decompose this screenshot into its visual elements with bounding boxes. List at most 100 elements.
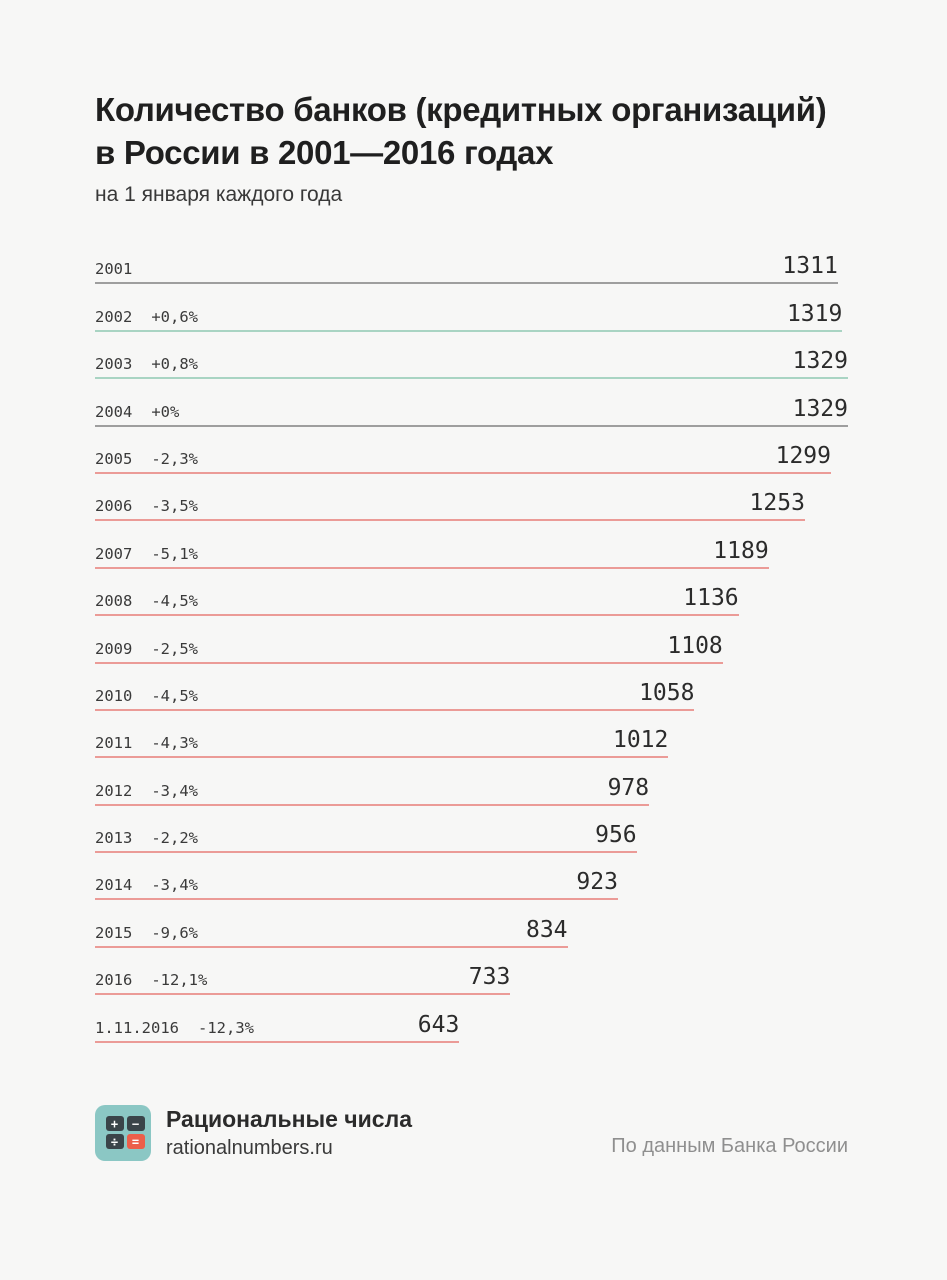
row-labels: 2016 -12,1% [95,971,207,989]
chart-row: 1.11.2016 -12,3% 643 [95,1003,848,1050]
row-year: 2009 [95,639,133,658]
row-year: 2014 [95,876,133,895]
row-change: -3,4% [151,781,198,800]
row-year: 2016 [95,971,133,990]
row-year: 2001 [95,260,133,279]
row-change: +0,6% [151,307,198,326]
row-bar: 1012 [95,727,669,759]
row-labels: 2004 +0% [95,403,179,421]
row-value: 1108 [667,632,723,659]
row-value: 1253 [749,490,805,517]
row-bar: 1329 [95,348,848,380]
row-bar: 733 [95,964,511,996]
chart-row: 2013 -2,2% 956 [95,814,848,861]
row-labels: 2011 -4,3% [95,734,198,752]
row-year: 2011 [95,734,133,753]
chart-row: 2004 +0% 1329 [95,387,848,434]
chart-row: 2011 -4,3% 1012 [95,719,848,766]
row-value: 956 [595,822,637,849]
row-value: 1329 [792,395,848,422]
logo-tile-grid: + − ÷ = [105,1116,145,1150]
row-year: 2002 [95,307,133,326]
row-labels: 2006 -3,5% [95,497,198,515]
row-labels: 2005 -2,3% [95,450,198,468]
chart-row: 2014 -3,4% 923 [95,861,848,908]
row-value: 1299 [775,442,831,469]
footer: + − ÷ = Рациональные числа rationalnumbe… [95,1104,848,1161]
row-value: 834 [525,916,568,943]
chart-row: 2009 -2,5% 1108 [95,624,848,671]
chart-rows: 2001 1311 2002 +0,6% 1319 2003 +0,8% [95,245,848,1051]
row-change: -3,4% [151,876,198,895]
title-line2: в России в 2001—2016 годах [95,134,554,171]
row-bar: 956 [95,822,637,854]
row-value: 1058 [639,679,695,706]
row-labels: 2003 +0,8% [95,355,198,373]
row-labels: 2013 -2,2% [95,829,198,847]
row-year: 2010 [95,686,133,705]
chart-row: 2002 +0,6% 1319 [95,292,848,339]
row-change: +0% [151,402,180,421]
row-value: 733 [468,964,511,991]
brand-url: rationalnumbers.ru [166,1136,333,1159]
row-change: -4,5% [151,686,198,705]
row-labels: 2015 -9,6% [95,924,198,942]
row-labels: 1.11.2016 -12,3% [95,1019,254,1037]
chart-row: 2010 -4,5% 1058 [95,672,848,719]
chart-row: 2006 -3,5% 1253 [95,482,848,529]
row-year: 2012 [95,781,133,800]
row-change: +0,8% [151,355,198,374]
row-change: -5,1% [151,544,198,563]
row-change: -2,2% [151,829,198,848]
brand-name: Рациональные числа [166,1105,412,1132]
title-line1: Количество банков (кредитных организаций… [95,91,827,128]
row-year: 2015 [95,923,133,942]
row-value: 1136 [683,585,739,612]
data-source-note: По данным Банка России [611,1134,848,1157]
row-bar: 1058 [95,680,695,711]
row-labels: 2014 -3,4% [95,876,198,894]
row-value: 643 [417,1011,460,1038]
row-value: 1329 [792,348,848,375]
page-title: Количество банков (кредитных организаций… [95,88,848,174]
row-bar: 1311 [95,253,838,285]
row-value: 1189 [713,537,769,564]
row-labels: 2009 -2,5% [95,640,198,658]
row-change: -9,6% [151,923,198,942]
row-bar: 1108 [95,633,723,664]
chart-row: 2003 +0,8% 1329 [95,340,848,387]
row-year: 1.11.2016 [95,1018,179,1037]
row-year: 2003 [95,355,133,374]
row-value: 923 [576,869,618,896]
row-change: -2,5% [151,639,198,658]
row-labels: 2001 [95,260,151,278]
row-year: 2013 [95,829,133,848]
row-labels: 2010 -4,5% [95,687,198,705]
chart-row: 2016 -12,1% 733 [95,956,848,1003]
chart-row: 2007 -5,1% 1189 [95,529,848,576]
calculator-logo-icon: + − ÷ = [95,1104,151,1161]
divide-icon: ÷ [105,1134,124,1150]
row-bar: 643 [95,1012,460,1043]
chart-row: 2008 -4,5% 1136 [95,577,848,624]
header: Количество банков (кредитных организаций… [95,0,848,208]
row-bar: 978 [95,775,650,806]
chart-row: 2005 -2,3% 1299 [95,435,848,482]
row-change: -4,5% [151,592,198,611]
row-change: -2,3% [151,449,198,468]
row-value: 978 [607,774,650,801]
row-year: 2007 [95,544,133,563]
row-change: -3,5% [151,497,198,516]
row-bar: 834 [95,917,568,948]
row-bar: 1329 [95,396,848,427]
row-year: 2008 [95,592,133,611]
row-change: -4,3% [151,734,198,753]
row-year: 2004 [95,402,133,421]
row-labels: 2002 +0,6% [95,308,198,326]
chart-row: 2015 -9,6% 834 [95,908,848,955]
row-year: 2005 [95,449,133,468]
row-bar: 923 [95,869,618,901]
row-value: 1311 [782,253,838,280]
row-bar: 1319 [95,301,843,332]
